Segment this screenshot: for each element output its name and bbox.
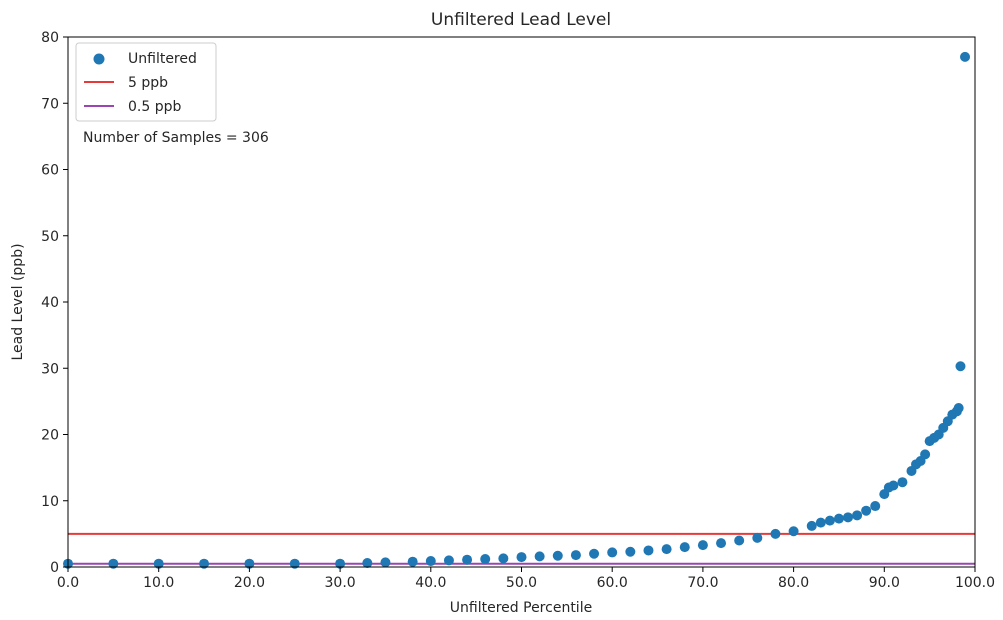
- data-point-23: [661, 544, 672, 555]
- data-point-37: [861, 505, 872, 516]
- legend-label-0-5ppb: 0.5 ppb: [128, 99, 181, 115]
- legend: Unfiltered 5 ppb 0.5 ppb: [75, 42, 217, 122]
- x-tick-label-4: 40.0: [415, 575, 446, 591]
- data-point-11: [443, 555, 454, 566]
- x-tick-label-2: 20.0: [234, 575, 265, 591]
- legend-marker-unfiltered: [93, 53, 105, 65]
- data-point-46: [920, 449, 931, 460]
- legend-frame: [75, 42, 217, 122]
- data-point-19: [589, 548, 600, 559]
- data-point-28: [752, 532, 763, 543]
- data-point-29: [770, 528, 781, 539]
- y-tick-label-2: 20: [41, 428, 59, 444]
- data-point-15: [516, 552, 527, 563]
- data-point-21: [625, 546, 636, 557]
- data-point-4: [244, 558, 255, 569]
- data-point-1: [108, 558, 119, 569]
- y-tick-label-0: 0: [50, 560, 59, 576]
- data-point-16: [534, 551, 545, 562]
- data-point-7: [362, 558, 373, 569]
- data-point-26: [716, 538, 727, 549]
- x-tick-label-8: 80.0: [778, 575, 809, 591]
- data-point-33: [824, 515, 835, 526]
- data-point-35: [843, 512, 854, 523]
- chart-title: Unfiltered Lead Level: [431, 10, 611, 30]
- legend-label-unfiltered: Unfiltered: [128, 51, 197, 67]
- axes: 0.0 10.0 20.0 30.0 40.0 50.0 60.0 70.0 80.0 90.0 1…: [41, 30, 995, 591]
- data-point-24: [679, 542, 690, 553]
- data-point-41: [888, 480, 899, 491]
- y-tick-label-5: 50: [41, 229, 59, 245]
- y-tick-label-3: 30: [41, 361, 59, 377]
- data-point-6: [335, 558, 346, 569]
- legend-label-5ppb: 5 ppb: [128, 75, 168, 91]
- plot-area: [63, 51, 975, 569]
- data-point-10: [425, 556, 436, 567]
- data-point-27: [734, 535, 745, 546]
- data-point-22: [643, 545, 654, 556]
- x-axis-label: Unfiltered Percentile: [450, 600, 592, 616]
- data-point-36: [852, 510, 863, 521]
- sample-count-annotation: Number of Samples = 306: [83, 130, 269, 146]
- x-tick-label-1: 10.0: [143, 575, 174, 591]
- data-point-42: [897, 477, 908, 488]
- data-point-13: [480, 554, 491, 565]
- data-point-31: [806, 520, 817, 531]
- data-point-30: [788, 526, 799, 537]
- y-tick-label-7: 70: [41, 96, 59, 112]
- x-tick-label-9: 90.0: [869, 575, 900, 591]
- data-point-32: [815, 517, 826, 528]
- x-tick-label-10: 100.0: [955, 575, 995, 591]
- y-tick-label-6: 60: [41, 163, 59, 179]
- x-tick-label-5: 50.0: [506, 575, 537, 591]
- data-point-25: [697, 540, 708, 551]
- data-point-8: [380, 557, 391, 568]
- y-tick-label-8: 80: [41, 30, 59, 46]
- data-point-34: [833, 513, 844, 524]
- data-point-17: [552, 550, 563, 561]
- data-point-9: [407, 556, 418, 567]
- x-tick-label-6: 60.0: [597, 575, 628, 591]
- data-point-5: [289, 558, 300, 569]
- data-point-38: [870, 501, 881, 512]
- data-point-18: [570, 550, 581, 561]
- data-point-55: [955, 361, 966, 372]
- y-tick-label-1: 10: [41, 494, 59, 510]
- x-tick-label-0: 0.0: [57, 575, 79, 591]
- x-tick-label-3: 30.0: [325, 575, 356, 591]
- data-point-2: [153, 558, 164, 569]
- x-tick-label-7: 70.0: [687, 575, 718, 591]
- data-point-14: [498, 553, 509, 564]
- data-point-3: [199, 558, 210, 569]
- y-tick-label-4: 40: [41, 295, 59, 311]
- data-point-12: [462, 554, 473, 565]
- data-point-54: [953, 403, 964, 413]
- data-point-20: [607, 547, 618, 558]
- y-axis-label: Lead Level (ppb): [10, 243, 26, 360]
- data-point-56: [960, 51, 971, 62]
